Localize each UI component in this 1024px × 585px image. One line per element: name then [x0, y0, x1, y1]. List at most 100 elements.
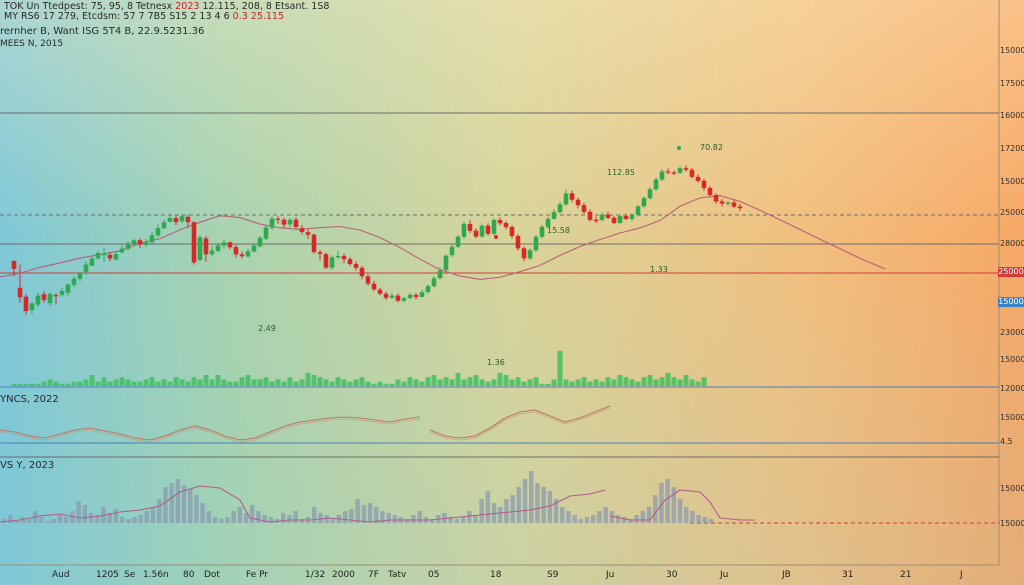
candle-body [461, 223, 467, 237]
volume-bar [497, 372, 503, 386]
volume-bar [527, 379, 533, 386]
candle-body [11, 260, 17, 269]
candle-body [449, 246, 455, 256]
histogram-bar [442, 513, 447, 523]
candle-body [95, 252, 101, 259]
histogram-bar [591, 515, 596, 523]
histogram-bar [467, 511, 472, 523]
x-tick-label: 1/32 [305, 570, 326, 580]
volume-bar [305, 372, 311, 386]
candle-body [575, 199, 581, 206]
volume-bar [131, 381, 137, 386]
volume-bar [323, 379, 329, 386]
volume-bar [521, 381, 527, 386]
candle-body [311, 234, 317, 253]
candle-body [737, 206, 743, 209]
volume-bar [467, 377, 473, 386]
indicator2-label: VS Y, 2023 [0, 460, 55, 471]
histogram-bar [144, 511, 150, 523]
volume-bar [563, 379, 569, 386]
y-tick-label: 15000 [1000, 355, 1024, 364]
candle-body [479, 225, 485, 237]
volume-bar [383, 383, 389, 386]
oscillator-1-line [0, 416, 421, 441]
volume-bar [185, 381, 191, 386]
candle-body [557, 204, 563, 213]
marker-dot [677, 146, 681, 150]
y-tick-label: 15000 [1000, 46, 1024, 55]
volume-bar [95, 381, 101, 386]
volume-bar [251, 379, 257, 386]
volume-bar [425, 377, 431, 386]
candle-body [155, 228, 161, 236]
candle-body [527, 250, 533, 259]
volume-bar [539, 383, 545, 386]
candle-body [497, 220, 503, 224]
candle-body [317, 252, 323, 254]
candle-body [341, 255, 347, 260]
candle-body [725, 202, 731, 204]
volume-bar [545, 383, 551, 386]
histogram-bar [671, 487, 677, 523]
candle-body [251, 245, 257, 252]
oscillator-1-line [429, 405, 611, 439]
histogram-bar [138, 515, 143, 523]
x-tick-label: 1.56n [143, 570, 169, 580]
volume-bar [245, 375, 251, 386]
histogram-bar [163, 487, 168, 523]
histogram-bar [547, 491, 553, 523]
volume-bar [353, 379, 359, 386]
volume-bar [167, 381, 173, 386]
indicator1-label: YNCS, 2022 [0, 394, 59, 405]
volume-bar [629, 379, 635, 386]
candle-body [359, 267, 365, 277]
volume-bar [395, 379, 401, 386]
histogram-bar [200, 503, 205, 523]
x-tick-label: 05 [428, 570, 440, 580]
volume-bar [35, 383, 41, 386]
volume-bar [263, 377, 269, 386]
volume-bar [407, 377, 413, 386]
candle-body [689, 169, 695, 177]
histogram-bar [20, 517, 26, 523]
histogram-bar [237, 507, 243, 523]
volume-bar [179, 379, 185, 386]
candle-body [641, 198, 647, 207]
volume-bar [281, 381, 287, 386]
candle-body [539, 226, 545, 237]
histogram-bar [429, 519, 435, 523]
histogram-bar [634, 515, 639, 523]
histogram-bar [256, 511, 261, 523]
volume-bar [17, 383, 23, 386]
x-tick-label: Se [124, 570, 136, 580]
histogram-bar [646, 507, 652, 523]
volume-bar [587, 381, 593, 386]
histogram-bar [677, 499, 683, 523]
histogram-bar [57, 515, 63, 523]
volume-bar [479, 379, 485, 386]
candle-body [671, 172, 677, 174]
volume-bar [701, 377, 707, 386]
histogram-bar [250, 505, 255, 523]
x-tick-label: Ju [720, 570, 729, 580]
candle-body [509, 227, 515, 236]
histogram-bar [324, 515, 329, 523]
candle-body [707, 187, 713, 195]
volume-bar [461, 379, 467, 386]
histogram-bar [281, 513, 286, 523]
volume-bar [77, 381, 83, 386]
candle-body [407, 294, 413, 299]
candle-body [533, 236, 539, 251]
volume-bar [203, 375, 209, 386]
histogram-bar [473, 515, 478, 523]
candle-body [89, 258, 95, 266]
histogram-bar [132, 517, 137, 523]
histogram-bar [355, 499, 360, 523]
volume-bar [677, 379, 683, 386]
candle-body [293, 219, 299, 228]
candle-body [371, 283, 377, 290]
volume-bar [665, 372, 671, 386]
x-tick-label: Ju [606, 570, 615, 580]
x-tick-label: Dot [204, 570, 220, 580]
